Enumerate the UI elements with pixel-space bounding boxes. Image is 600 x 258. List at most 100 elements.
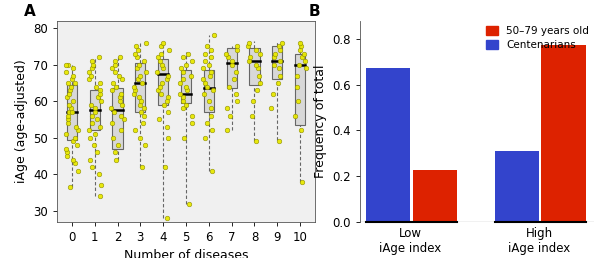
Point [91,84,101,88]
Point [67,77,77,81]
Point [292,84,302,88]
Point [66,106,76,110]
Point [163,74,173,78]
Point [296,128,306,132]
X-axis label: Number of diseases: Number of diseases [124,249,248,258]
Point [88,66,97,70]
Point [225,114,235,118]
Point [299,52,309,56]
Point [181,84,191,88]
Point [275,48,285,52]
Point [85,136,95,140]
Point [162,125,172,129]
Bar [413,171,457,222]
Point [295,48,305,52]
Point [156,44,166,48]
Point [301,59,310,63]
Point [152,70,161,74]
Point [107,88,117,92]
Point [65,88,75,92]
Point [85,158,94,162]
Point [187,74,196,78]
Point [206,55,215,59]
Point [89,143,99,147]
Point [65,110,74,114]
Point [85,77,94,81]
Point [251,48,260,52]
Point [130,52,140,56]
Point [73,128,83,132]
Point [95,81,105,85]
Point [244,59,254,63]
Point [206,106,215,110]
Point [231,70,241,74]
Point [206,48,216,52]
Y-axis label: Frequency of total: Frequency of total [314,64,327,178]
Point [95,194,105,198]
Point [157,62,167,67]
Point [187,59,197,63]
Point [67,84,76,88]
Point [63,81,73,85]
Point [154,55,163,59]
Point [96,183,106,187]
Point [68,99,78,103]
Point [116,128,126,132]
Point [298,180,307,184]
Point [200,59,210,63]
Point [296,44,306,48]
Point [224,84,233,88]
Point [137,81,147,85]
Point [224,55,233,59]
Point [70,161,80,165]
Point [206,114,215,118]
Point [139,106,149,110]
Point [68,66,78,70]
Point [68,74,78,78]
Point [158,41,168,45]
Point [86,74,95,78]
Point [63,117,73,122]
Bar [227,48,237,88]
Point [248,114,257,118]
Point [155,59,164,63]
Point [178,95,188,100]
Point [266,106,276,110]
Point [136,110,146,114]
Point [137,165,147,169]
Point [95,88,104,92]
Point [134,95,144,100]
Point [269,55,279,59]
Point [116,114,126,118]
Point [253,88,262,92]
Point [205,74,215,78]
Point [204,62,214,67]
Point [116,95,125,100]
Point [110,59,120,63]
Point [117,103,127,107]
Point [206,70,216,74]
Point [141,41,151,45]
Point [62,154,72,158]
Point [277,41,287,45]
Point [187,114,197,118]
Point [232,99,242,103]
Point [68,139,78,143]
Point [90,132,100,136]
Point [113,143,123,147]
Point [156,52,166,56]
Point [90,110,100,114]
Point [200,136,210,140]
Bar [203,70,214,112]
Point [209,33,219,37]
Point [107,121,117,125]
Point [136,103,145,107]
Point [208,168,217,173]
Point [94,95,103,100]
Point [181,103,191,107]
Bar [366,68,410,222]
Bar [494,151,539,222]
Point [133,66,142,70]
Point [84,128,94,132]
Point [111,158,121,162]
